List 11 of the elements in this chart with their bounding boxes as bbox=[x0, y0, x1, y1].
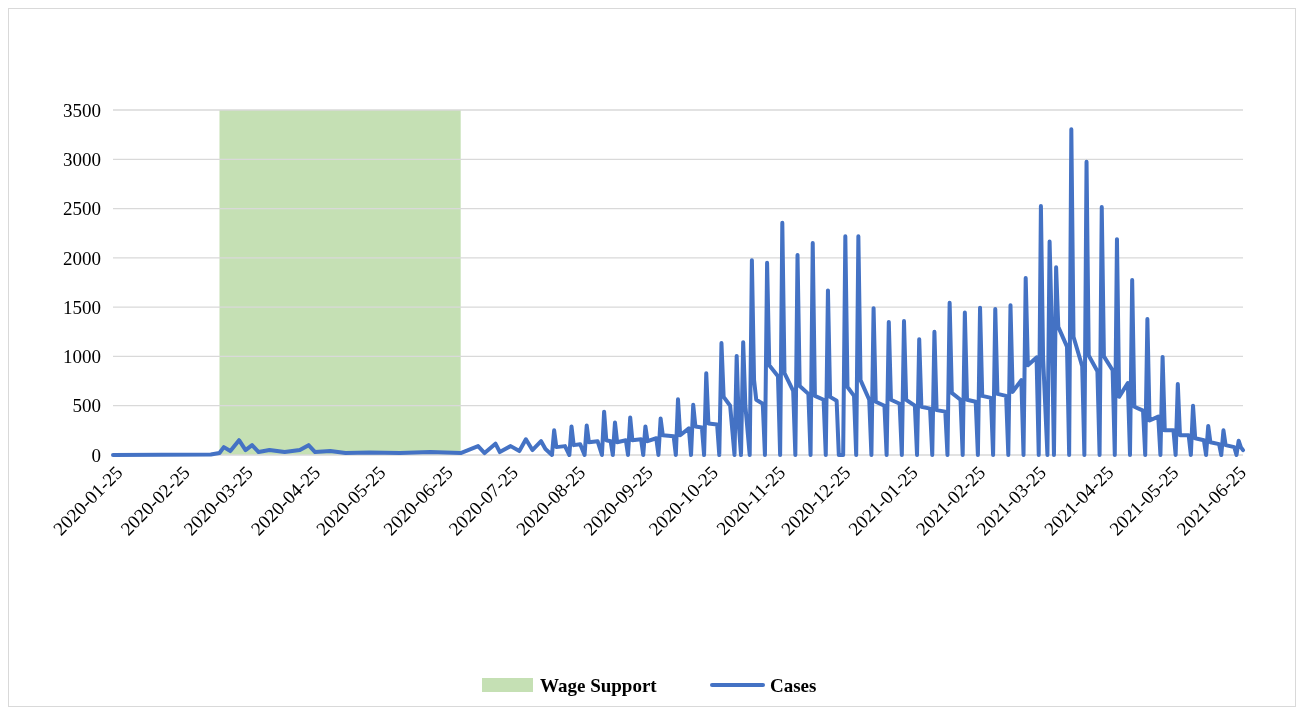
y-tick-label: 500 bbox=[72, 395, 101, 417]
y-tick-label: 1500 bbox=[63, 296, 101, 318]
y-tick-label: 2500 bbox=[63, 198, 101, 220]
y-tick-label: 1000 bbox=[63, 346, 101, 368]
line-series bbox=[111, 127, 1245, 457]
legend-label: Wage Support bbox=[540, 674, 658, 696]
y-tick-label: 3000 bbox=[63, 148, 101, 170]
legend-label: Cases bbox=[770, 674, 817, 696]
y-tick-label: 2000 bbox=[63, 247, 101, 269]
y-tick-label: 0 bbox=[91, 444, 101, 466]
y-tick-label: 3500 bbox=[63, 99, 101, 121]
